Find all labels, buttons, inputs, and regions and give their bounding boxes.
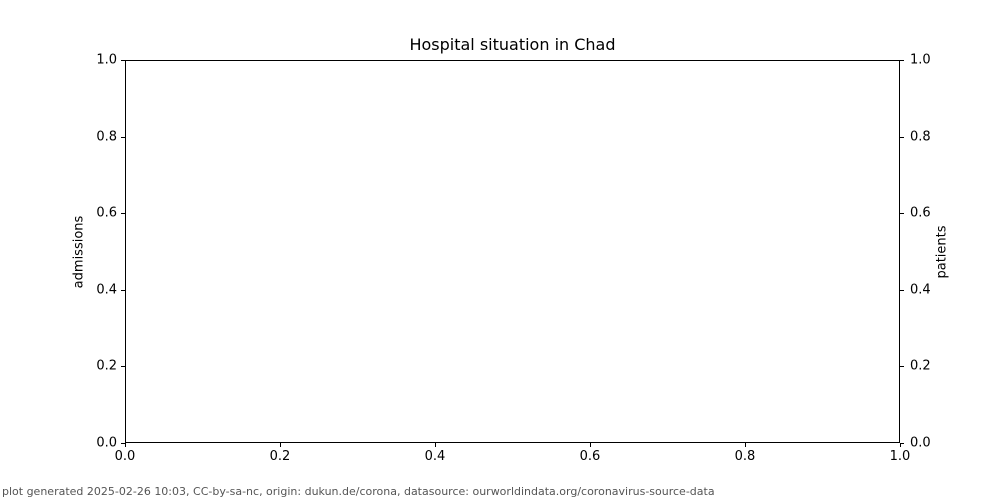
tick-mark [900,443,901,447]
tick-mark [900,213,904,214]
tick-mark [900,290,904,291]
y-left-tick-label: 0.2 [96,358,117,374]
y-right-tick-label: 0.8 [910,129,931,145]
tick-mark [121,290,125,291]
y-left-tick-label: 0.4 [96,282,117,298]
y-right-tick-label: 0.2 [910,358,931,374]
tick-mark [900,137,904,138]
y-right-tick-label: 1.0 [910,52,931,68]
tick-mark [121,137,125,138]
y-right-tick-label: 0.0 [910,435,931,451]
tick-mark [121,366,125,367]
x-tick-label: 0.6 [579,449,601,464]
tick-mark [280,443,281,447]
x-tick-label: 0.8 [734,449,756,464]
y-left-tick-label: 1.0 [96,52,117,68]
y-axis-label-right: patients [934,225,950,279]
tick-mark [590,443,591,447]
x-tick-label: 0.4 [424,449,446,464]
tick-mark [121,60,125,61]
x-tick-label: 1.0 [889,449,911,464]
y-left-tick-label: 0.8 [96,129,117,145]
tick-mark [745,443,746,447]
y-axis-label-left: admissions [71,215,87,289]
tick-mark [435,443,436,447]
tick-mark [900,443,904,444]
x-tick-label: 0.0 [114,449,136,464]
tick-mark [121,213,125,214]
tick-mark [121,443,125,444]
attribution-footer: plot generated 2025-02-26 10:03, CC-by-s… [2,485,715,498]
tick-mark [125,443,126,447]
tick-mark [900,60,904,61]
y-left-tick-label: 0.6 [96,205,117,221]
y-left-tick-label: 0.0 [96,435,117,451]
chart-title: Hospital situation in Chad [409,35,616,54]
x-tick-label: 0.2 [269,449,291,464]
y-right-tick-label: 0.6 [910,205,931,221]
plot-area [125,60,900,443]
y-right-tick-label: 0.4 [910,282,931,298]
tick-mark [900,366,904,367]
